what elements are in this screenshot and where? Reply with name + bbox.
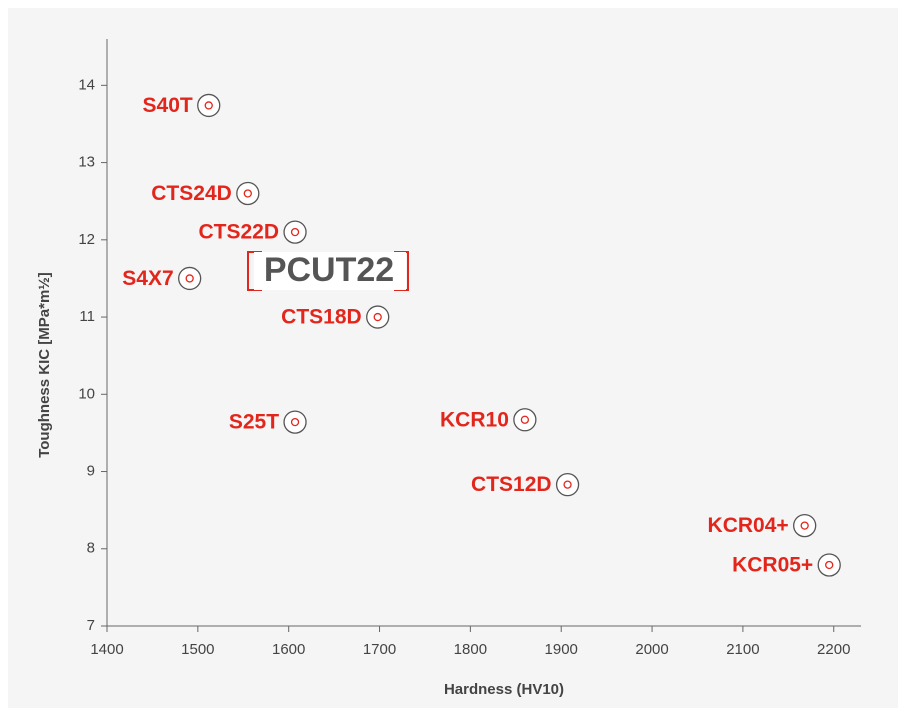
point-icon <box>284 411 306 433</box>
point-icon <box>284 221 306 243</box>
logo-text: PCUT22 <box>264 251 394 289</box>
point-label: KCR05+ <box>732 554 813 577</box>
logo: PCUT22 <box>248 251 408 290</box>
point-label: S40T <box>143 94 193 117</box>
y-tick-label: 10 <box>78 385 95 402</box>
x-tick-label: 1400 <box>90 641 123 658</box>
point-icon <box>557 474 579 496</box>
point-icon <box>514 409 536 431</box>
point-label: CTS22D <box>199 221 280 244</box>
point-icon <box>237 182 259 204</box>
x-tick-label: 2200 <box>817 641 850 658</box>
x-axis-label: Hardness (HV10) <box>444 681 564 698</box>
x-tick-label: 1800 <box>454 641 487 658</box>
y-tick-label: 11 <box>79 308 95 325</box>
y-tick-label: 14 <box>78 76 95 93</box>
point-label: KCR10 <box>440 408 509 431</box>
point-label: S25T <box>229 411 279 434</box>
point-icon <box>198 94 220 116</box>
x-tick-label: 1900 <box>545 641 578 658</box>
point-icon <box>794 515 816 537</box>
x-tick-label: 1700 <box>363 641 396 658</box>
point-icon <box>179 267 201 289</box>
point-label: S4X7 <box>122 267 173 290</box>
point-icon <box>818 554 840 576</box>
y-tick-label: 8 <box>87 540 95 557</box>
y-tick-label: 12 <box>78 231 95 248</box>
y-tick-label: 7 <box>87 617 95 634</box>
x-tick-label: 1500 <box>181 641 214 658</box>
x-tick-label: 2000 <box>635 641 668 658</box>
y-tick-label: 13 <box>78 154 95 171</box>
chart: Hardness (HV10) Toughness KIC [MPa*m½] P… <box>0 0 906 716</box>
point-label: CTS12D <box>471 473 552 496</box>
point-label: KCR04+ <box>708 514 789 537</box>
y-tick-label: 9 <box>87 462 95 479</box>
x-tick-label: 2100 <box>726 641 759 658</box>
panel <box>8 8 898 708</box>
point-icon <box>367 306 389 328</box>
point-label: CTS24D <box>151 182 232 205</box>
point-label: CTS18D <box>281 306 362 329</box>
x-tick-label: 1600 <box>272 641 305 658</box>
y-axis-label: Toughness KIC [MPa*m½] <box>36 272 53 458</box>
